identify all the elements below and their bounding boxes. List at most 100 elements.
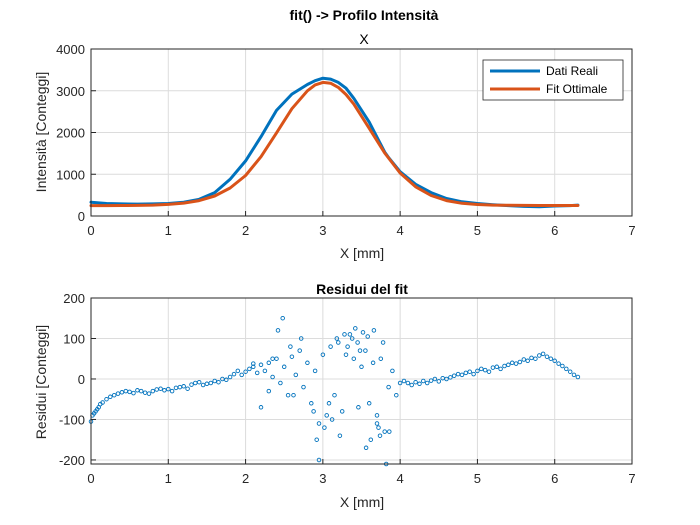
residuals-axes: Residui del fit 0 1 2 3 4 5 6 7-200-1000100200 … [33,281,636,510]
residual-point [359,364,364,370]
residual-point [409,382,414,388]
residual-point [173,385,179,391]
residuals-y-tick-label: -100 [59,412,85,427]
intensity-axes: X 0 1 2 3 4 5 6 7 0 1000 2000 3000 4000 X [mm] Inten… [33,31,636,261]
residual-point [200,382,206,388]
residual-point [231,371,237,377]
residual-point [343,352,349,357]
residual-point [275,328,281,333]
residual-point [266,360,272,366]
residual-point [349,336,355,341]
residual-point [208,380,214,386]
residual-point [123,388,129,394]
intensity-y-axis-label: Intensità [Conteggi] [33,72,49,193]
residual-point [374,421,380,426]
intensity-series [89,76,580,209]
residual-point [291,392,296,398]
residual-point [111,392,117,398]
residual-point [467,369,472,374]
residual-point [353,326,358,331]
intensity-x-tick-label: 2 [242,223,249,238]
residual-point [355,340,360,345]
residual-point [285,392,291,398]
residual-point [552,358,557,364]
residual-point [320,352,326,357]
residual-point [169,388,175,394]
residual-point [521,357,527,362]
residual-point [498,366,503,372]
residual-point [309,401,314,406]
residual-point [281,364,287,370]
residuals-x-tick-label: 1 [165,471,172,486]
intensity-ticks: 0 1 2 3 4 5 6 7 0 1000 2000 3000 4000 [56,42,636,238]
residual-point [158,386,163,391]
residuals-axes-box [90,297,633,465]
residual-point [262,368,268,374]
residual-point [560,363,565,369]
intensity-x-tick-label: 6 [551,223,558,238]
residual-point [525,358,530,364]
residual-point [374,413,380,418]
residual-point [324,413,329,418]
residual-point [243,369,248,374]
intensity-y-tick-label: 2000 [56,126,85,141]
residual-point [274,356,279,361]
residuals-x-tick-label: 7 [628,471,635,486]
residual-point [314,437,319,442]
residuals-y-tick-label: 100 [63,331,85,346]
residual-point [251,361,256,366]
residual-point [444,376,449,382]
residual-point [108,394,113,400]
residuals-x-tick-label: 3 [319,471,326,486]
residual-point [428,378,434,383]
residual-point [365,334,370,339]
intensity-y-tick-label: 3000 [56,84,85,99]
residual-point [502,363,507,369]
residual-point [280,315,285,321]
residual-point [235,368,241,374]
residual-point [316,457,322,463]
residual-point [360,330,366,335]
residual-point [100,400,105,405]
residual-point [127,389,132,395]
residual-point [119,390,125,395]
residual-point [394,392,399,398]
residual-point [463,370,469,376]
residual-point [544,354,550,359]
intensity-y-tick-label: 4000 [56,42,85,57]
residuals-x-tick-label: 2 [242,471,249,486]
residual-point [370,360,376,366]
residual-point [104,396,109,402]
residuals-y-tick-label: 0 [78,372,85,387]
residual-point [490,365,496,370]
residual-point [216,379,221,385]
legend-label-fit: Fit Ottimale [546,82,608,96]
residual-point [405,380,411,386]
residual-point [138,388,144,394]
residuals-x-tick-label: 4 [397,471,404,486]
residual-point [455,371,461,377]
residual-point [356,405,361,410]
residuals-x-tick-label: 0 [87,471,94,486]
residual-point [266,388,272,394]
residual-point [185,386,190,391]
residual-point [258,362,264,368]
residual-point [247,366,252,372]
residual-point [357,348,363,353]
residual-point [258,405,264,410]
residual-point [459,372,465,378]
residuals-x-tick-label: 6 [551,471,558,486]
residual-point [305,360,310,366]
series-line-fit-ottimale [89,80,580,208]
residual-point [571,372,577,378]
residual-point [311,409,316,414]
residuals-x-tick-label: 5 [474,471,481,486]
residual-point [177,384,183,390]
residual-point [363,445,369,451]
residual-point [482,367,488,373]
residual-point [380,340,386,345]
residual-point [575,374,581,380]
legend-box [482,59,624,101]
residual-point [326,401,332,406]
